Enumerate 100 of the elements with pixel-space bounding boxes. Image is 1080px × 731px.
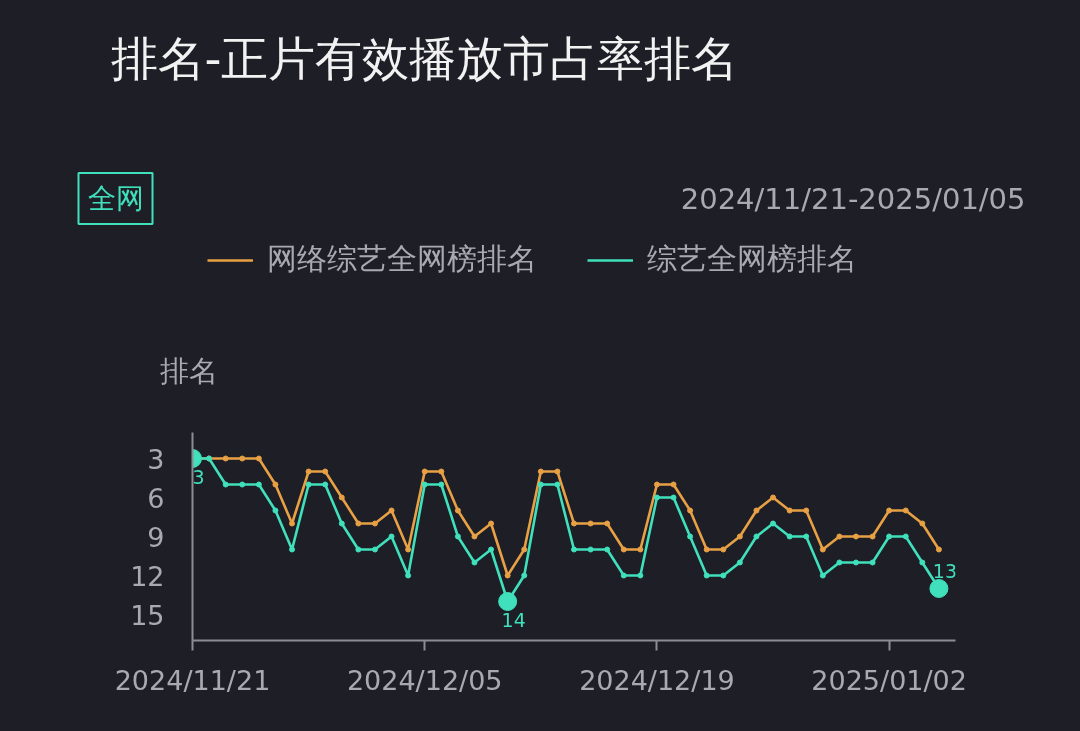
point [703,546,710,553]
point [902,533,909,540]
point [554,468,561,475]
chart-subtitle: 2024/11/21-2025/01/05 [680,181,1026,216]
point [670,494,677,501]
point [687,533,694,540]
point [305,468,312,475]
point [819,572,826,579]
point [620,546,627,553]
point [488,520,495,527]
point [537,468,544,475]
point [255,455,262,462]
point [222,481,229,488]
point [289,546,296,553]
point [537,481,544,488]
point [438,468,445,475]
point [620,572,627,579]
point [272,507,279,514]
point [703,572,710,579]
point [902,507,909,514]
point [869,533,876,540]
point [355,546,362,553]
point [720,572,727,579]
point [421,468,428,475]
point [471,559,478,566]
point [653,481,660,488]
point [770,520,777,527]
point [239,455,246,462]
point [454,533,461,540]
y-tick-label: 15 [130,599,165,631]
y-axis-title: 排名 [159,353,218,388]
point [604,546,611,553]
point [338,520,345,527]
legend-label: 网络综艺全网榜排名 [267,240,537,278]
point [604,520,611,527]
data-label: 3 [192,465,205,488]
point [753,507,760,514]
point [786,533,793,540]
point [886,507,893,514]
x-tick-label: 2025/01/02 [811,664,967,696]
chart-title: 排名-正片有效播放市占率排名 [110,31,739,86]
point [836,559,843,566]
point [587,520,594,527]
point [770,494,777,501]
point [653,494,660,501]
data-label: 14 [501,608,526,631]
point [421,481,428,488]
point [852,559,859,566]
point [803,507,810,514]
y-tick-label: 9 [147,521,165,553]
y-tick-label: 3 [147,443,165,475]
point [736,559,743,566]
point [736,533,743,540]
point [935,546,942,553]
point [405,546,412,553]
point [371,520,378,527]
point [919,559,926,566]
y-tick-label: 12 [130,560,165,592]
point [852,533,859,540]
point [504,572,511,579]
point [239,481,246,488]
point [289,520,296,527]
point [919,520,926,527]
point [454,507,461,514]
point [571,546,577,553]
point [836,533,843,540]
legend-label: 综艺全网榜排名 [647,240,857,278]
point [322,481,329,488]
data-label: 13 [932,559,958,582]
point [786,507,793,514]
point [488,546,495,553]
point [521,546,528,553]
point [637,546,644,553]
x-tick-label: 2024/12/19 [579,664,735,696]
point [255,481,262,488]
point [371,546,378,553]
point [670,481,677,488]
x-tick-label: 2024/11/21 [114,664,271,696]
point [521,572,528,579]
point [687,507,694,514]
point [886,533,893,540]
point [388,533,395,540]
point [338,494,345,501]
point [322,468,329,475]
point [637,572,644,579]
point [388,507,395,514]
text: 全网 [87,182,144,215]
point [753,533,760,540]
point [222,455,229,462]
point [305,481,312,488]
x-tick-label: 2024/12/05 [346,664,503,696]
point [272,481,279,488]
y-tick-label: 6 [147,482,165,514]
point [554,481,561,488]
point [720,546,727,553]
point [405,572,412,579]
point [571,520,577,527]
point [869,559,876,566]
point [803,533,810,540]
point [587,546,594,553]
